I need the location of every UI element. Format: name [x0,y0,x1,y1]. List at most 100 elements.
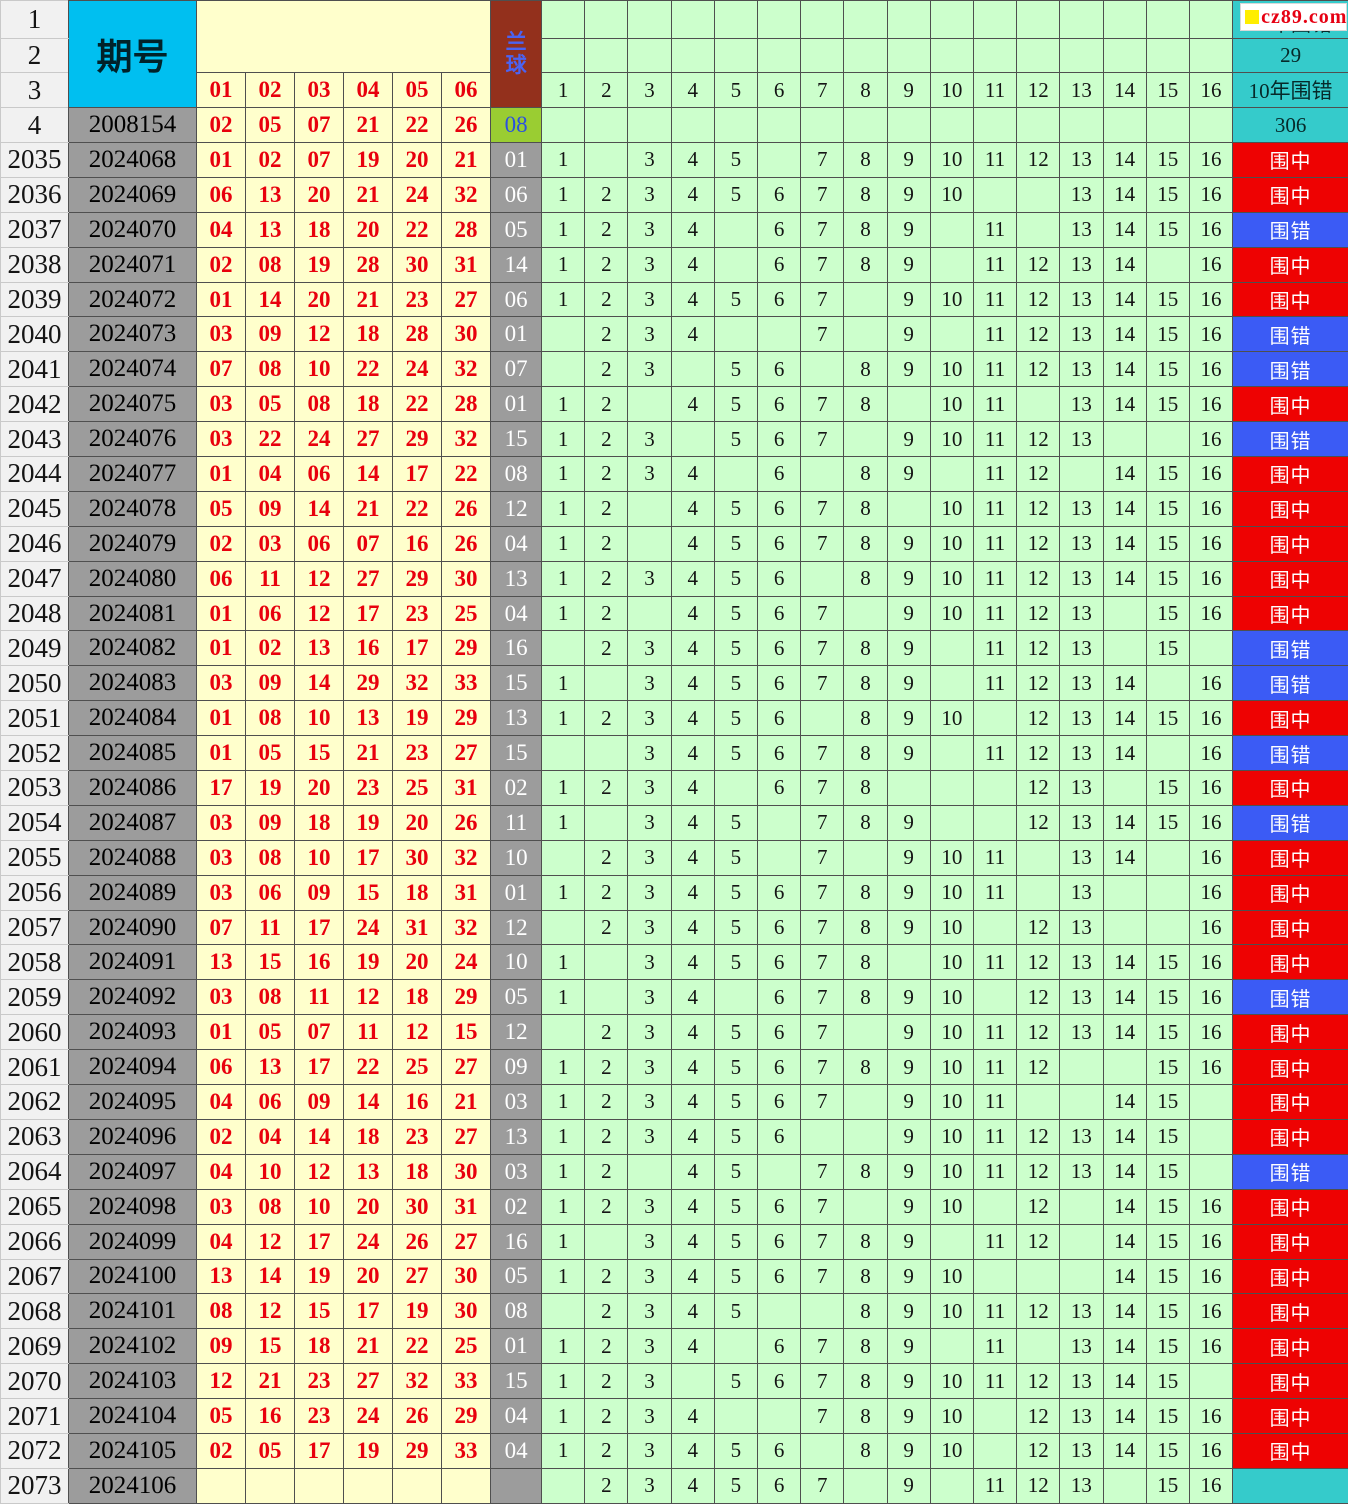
zone-cell: 15 [1145,456,1190,492]
zone-cell: 12 [1016,595,1061,632]
chart-row: 2063 2024096 02 04 14 18 23 27 13 1 2 3 4 5 6 9 10 11 12 13… [0,1118,1348,1155]
zone-cell: 4 [670,770,715,806]
zone-cell: 3 [627,1118,672,1155]
zone-cell: 10 [929,525,974,562]
zone-cell [972,909,1018,946]
chart-row: 2057 2024090 07 11 17 24 31 32 12 2 3 4 5 6 7 8 9 10 12 13 1… [0,909,1348,946]
zone-cell [541,1467,586,1504]
zone-cell: 11 [972,142,1018,178]
red-ball-cell: 13 [294,630,344,667]
zone-cell: 11 [972,1293,1018,1330]
zone-cell: 11 [972,1223,1018,1260]
zone-cell: 6 [756,1328,802,1365]
red-ball-cell: 13 [196,1258,246,1295]
chart-row: 2043 2024076 03 22 24 27 29 32 15 1 2 3 5 6 7 9 10 11 12 13… [0,421,1348,458]
zone-cell: 16 [1188,1049,1234,1086]
zone-cell: 14 [1102,1328,1147,1365]
row-number-cell: 2035 [0,142,69,178]
row-number-cell: 2050 [0,665,69,702]
zone-cell: 9 [886,804,931,841]
period-cell: 2024106 [68,1467,197,1504]
zone-cell [541,38,586,73]
zone-cell [929,211,974,248]
zone-cell: 5 [713,1432,759,1469]
zone-cell: 3 [627,1432,672,1469]
blue-ball-cell: 01 [490,1328,543,1365]
red-ball-cell: 08 [245,700,295,737]
chart-row: 2062 2024095 04 06 09 14 16 21 03 1 2 3 4 5 6 7 9 10 11 14 1… [0,1084,1348,1120]
zone-cell: 2 [584,525,629,562]
zone-cell: 9 [886,979,931,1016]
red-ball-cell: 10 [294,839,344,876]
zone-cell [843,1084,888,1120]
zone-cell: 16 [1188,665,1234,702]
cz89-logo-link[interactable]: cz89.com [1240,3,1348,31]
red-ball-cell: 05 [245,735,295,772]
red-ball-cell: 09 [294,1084,344,1120]
red-ball-cell: 27 [440,1118,492,1155]
zone-cell: 8 [843,525,888,562]
zone-cell [1188,1153,1234,1190]
zone-cell: 12 [1016,560,1061,597]
zone-cell: 10 [929,944,974,981]
red-ball-cell: 26 [440,525,492,562]
red-ball-cell: 08 [245,839,295,876]
zone-cell: 6 [756,979,802,1016]
zone-cell: 9 [886,1398,931,1434]
zone-cell [713,38,759,73]
red-ball-cell: 27 [343,560,393,597]
blue-ball-cell: 04 [490,1432,543,1469]
red-ball-cell: 06 [245,874,295,911]
period-cell: 2024070 [68,211,197,248]
chart-row: 2052 2024085 01 05 15 21 23 27 15 3 4 5 6 7 8 9 11 12 13 14… [0,735,1348,772]
zone-cell: 15 [1145,211,1190,248]
red-ball-cell: 33 [440,665,492,702]
zone-cell: 1 [541,665,586,702]
red-ball-cell: 12 [294,1153,344,1190]
zone-cell: 2 [584,211,629,248]
zone-cell: 6 [756,1258,802,1295]
zone-cell: 11 [972,874,1018,911]
zone-cell: 9 [886,246,931,283]
zone-cell: 7 [800,804,845,841]
red-ball-cell: 07 [343,525,393,562]
zone-cell: 14 [1102,351,1147,388]
zone-cell [1059,1223,1104,1260]
red-ball-cell: 01 [196,1014,246,1051]
zone-cell [886,386,931,423]
zone-header: 10 [929,72,974,108]
red-ball-cell: 17 [343,839,393,876]
zone-cell: 10 [929,874,974,911]
zone-cell: 13 [1059,142,1104,178]
zone-cell [1188,107,1234,143]
zone-cell [1145,735,1190,772]
zone-cell: 1 [541,979,586,1016]
zone-cell [627,1153,672,1190]
zone-cell: 13 [1059,1118,1104,1155]
red-ball-cell: 24 [440,944,492,981]
red-ball-cell: 01 [196,700,246,737]
zone-cell: 15 [1145,1118,1190,1155]
zone-cell: 1 [541,595,586,632]
zone-cell: 13 [1059,700,1104,737]
zone-cell: 16 [1188,351,1234,388]
zone-cell: 13 [1059,490,1104,527]
zone-cell: 10 [929,1084,974,1120]
zone-cell: 2 [584,1153,629,1190]
zone-cell: 3 [627,665,672,702]
zone-cell: 2 [584,351,629,388]
blue-ball-cell: 04 [490,595,543,632]
zone-cell [929,38,974,73]
zone-cell: 9 [886,421,931,458]
row-number-cell: 2051 [0,700,69,737]
zone-cell: 6 [756,1118,802,1155]
zone-cell: 3 [627,1223,672,1260]
zone-cell: 2 [584,1258,629,1295]
zone-cell: 5 [713,735,759,772]
zone-cell: 16 [1188,1293,1234,1330]
zone-cell [1059,107,1104,143]
zone-cell: 15 [1145,386,1190,423]
zone-cell: 9 [886,1258,931,1295]
zone-cell: 10 [929,351,974,388]
zone-cell: 16 [1188,456,1234,492]
